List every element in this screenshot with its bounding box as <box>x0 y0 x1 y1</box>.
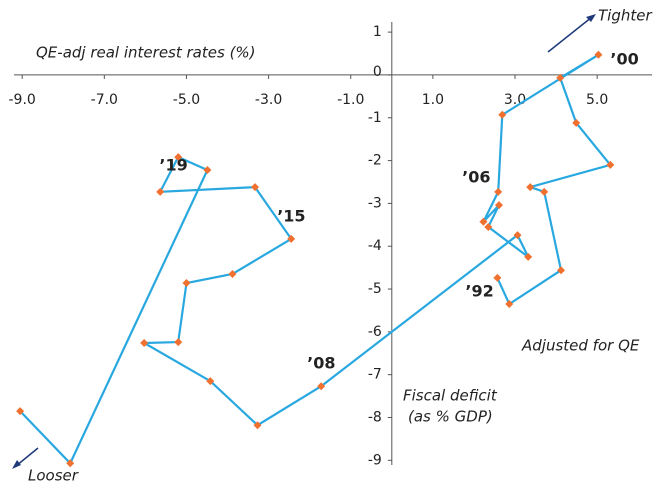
data-point <box>493 273 502 282</box>
x-tick-label: 3.0 <box>504 92 526 108</box>
annotation: Adjusted for QE <box>521 337 640 355</box>
y-axis-label: Fiscal deficit <box>403 387 498 405</box>
y-tick-label: -6 <box>368 324 382 340</box>
arrow-head <box>12 460 21 469</box>
data-point <box>16 407 25 416</box>
y-axis-label: (as % GDP) <box>408 408 493 426</box>
data-point <box>495 201 504 210</box>
data-point <box>228 270 237 279</box>
x-tick-label: 1.0 <box>422 92 444 108</box>
data-point <box>317 382 326 391</box>
data-point <box>494 187 503 196</box>
data-point <box>572 118 581 127</box>
data-point <box>526 183 535 192</box>
data-point <box>253 421 262 430</box>
point-label: ’92 <box>465 281 493 300</box>
x-axis-label: QE-adj real interest rates (%) <box>36 44 256 62</box>
x-tick-label: -9.0 <box>9 92 36 108</box>
y-tick-label: -1 <box>368 110 382 126</box>
point-label: ’15 <box>277 206 305 225</box>
point-label: ’00 <box>610 49 638 68</box>
y-tick-label: 0 <box>373 64 382 80</box>
y-tick-label: -2 <box>368 153 382 169</box>
y-tick-label: -5 <box>368 281 382 297</box>
data-point <box>203 165 212 174</box>
data-point <box>174 153 183 162</box>
point-label: ’06 <box>462 167 490 186</box>
x-tick-label: 5.0 <box>586 92 608 108</box>
data-point <box>287 234 296 243</box>
data-point <box>206 377 215 386</box>
arrow-head <box>586 14 596 22</box>
y-tick-label: -9 <box>368 452 382 468</box>
annotation: Tighter <box>598 7 652 25</box>
point-label: ’19 <box>159 155 187 174</box>
data-point <box>594 50 603 59</box>
data-point <box>524 252 533 261</box>
data-point <box>540 187 549 196</box>
looser-arrow <box>15 447 39 467</box>
y-tick-label: -8 <box>368 409 382 425</box>
x-tick-label: -3.0 <box>255 92 282 108</box>
tighter-arrow <box>547 16 593 53</box>
data-point <box>182 279 191 288</box>
y-tick-label: -3 <box>368 195 382 211</box>
y-tick-label: -7 <box>368 367 382 383</box>
connector-line <box>19 53 613 466</box>
point-label: ’08 <box>307 354 335 373</box>
data-point <box>505 300 514 309</box>
data-point <box>513 231 522 240</box>
data-point <box>484 222 493 231</box>
data-point <box>606 160 615 169</box>
data-point <box>498 110 507 119</box>
x-tick-label: -1.0 <box>337 92 364 108</box>
y-tick-label: 1 <box>373 24 382 40</box>
data-point <box>251 183 260 192</box>
annotation: Looser <box>28 467 79 485</box>
data-point <box>156 187 165 196</box>
data-point <box>66 459 75 468</box>
data-point <box>140 338 149 347</box>
data-point <box>556 73 565 82</box>
x-tick-label: -5.0 <box>173 92 200 108</box>
data-point <box>557 266 566 275</box>
data-point <box>479 217 488 226</box>
x-tick-label: -7.0 <box>91 92 118 108</box>
data-point <box>174 338 183 347</box>
y-tick-label: -4 <box>368 238 382 254</box>
